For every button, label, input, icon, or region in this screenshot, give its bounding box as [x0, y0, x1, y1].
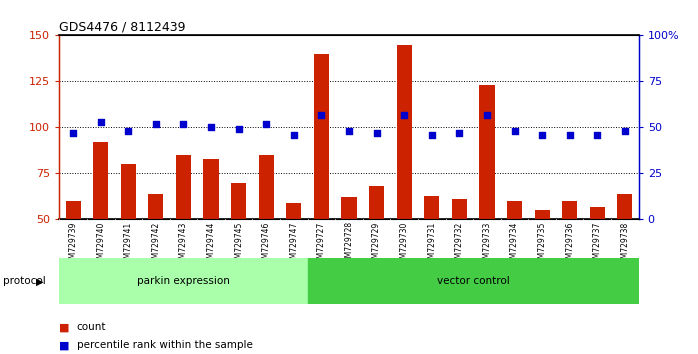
Text: GSM729735: GSM729735: [537, 221, 547, 268]
Bar: [396, 45, 412, 219]
Text: GSM729727: GSM729727: [317, 221, 326, 268]
Point: [343, 128, 355, 134]
Point: [619, 128, 630, 134]
Point: [454, 130, 465, 136]
Text: GSM729747: GSM729747: [290, 221, 298, 268]
Text: GSM729729: GSM729729: [372, 221, 381, 268]
Bar: [617, 194, 632, 219]
Point: [482, 112, 493, 118]
Bar: [121, 164, 136, 219]
Point: [399, 112, 410, 118]
Text: GDS4476 / 8112439: GDS4476 / 8112439: [59, 21, 186, 34]
Text: GSM729733: GSM729733: [482, 221, 491, 268]
Point: [150, 121, 161, 127]
Text: GSM729739: GSM729739: [68, 221, 77, 268]
Text: GSM729731: GSM729731: [427, 221, 436, 268]
Point: [68, 130, 79, 136]
Point: [592, 132, 603, 138]
Bar: [452, 199, 467, 219]
Text: GSM729737: GSM729737: [593, 221, 602, 268]
Text: GSM729741: GSM729741: [124, 221, 133, 268]
Point: [233, 126, 244, 132]
Point: [537, 132, 548, 138]
Bar: [231, 183, 246, 219]
Bar: [507, 201, 522, 219]
Bar: [204, 159, 218, 219]
Point: [509, 128, 520, 134]
Text: ■: ■: [59, 322, 70, 332]
Text: GSM729738: GSM729738: [621, 221, 630, 268]
Point: [564, 132, 575, 138]
Bar: [424, 195, 439, 219]
Text: count: count: [77, 322, 106, 332]
Bar: [341, 198, 357, 219]
Point: [205, 125, 216, 130]
Text: ▶: ▶: [36, 276, 44, 286]
Bar: [66, 201, 81, 219]
Point: [371, 130, 383, 136]
Text: GSM729740: GSM729740: [96, 221, 105, 268]
Text: GSM729742: GSM729742: [151, 221, 161, 268]
Text: GSM729745: GSM729745: [234, 221, 243, 268]
Text: GSM729732: GSM729732: [455, 221, 464, 268]
Bar: [93, 142, 108, 219]
Point: [315, 112, 327, 118]
Bar: [176, 155, 191, 219]
Point: [260, 121, 272, 127]
Text: vector control: vector control: [437, 276, 510, 286]
Point: [426, 132, 438, 138]
Bar: [59, 258, 308, 304]
Text: GSM729736: GSM729736: [565, 221, 574, 268]
Bar: [369, 186, 384, 219]
Text: protocol: protocol: [3, 276, 46, 286]
Text: GSM729743: GSM729743: [179, 221, 188, 268]
Text: percentile rank within the sample: percentile rank within the sample: [77, 340, 253, 350]
Bar: [535, 210, 550, 219]
Bar: [148, 194, 163, 219]
Bar: [314, 54, 329, 219]
Bar: [259, 155, 274, 219]
Bar: [562, 201, 577, 219]
Bar: [480, 85, 494, 219]
Text: GSM729734: GSM729734: [510, 221, 519, 268]
Text: ■: ■: [59, 340, 70, 350]
Text: GSM729728: GSM729728: [345, 221, 353, 267]
Text: GSM729730: GSM729730: [400, 221, 408, 268]
Point: [288, 132, 299, 138]
Text: GSM729746: GSM729746: [262, 221, 271, 268]
Text: GSM729744: GSM729744: [207, 221, 216, 268]
Bar: [308, 258, 639, 304]
Point: [178, 121, 189, 127]
Bar: [590, 207, 605, 219]
Text: parkin expression: parkin expression: [137, 276, 230, 286]
Bar: [286, 203, 302, 219]
Point: [123, 128, 134, 134]
Point: [95, 119, 106, 125]
